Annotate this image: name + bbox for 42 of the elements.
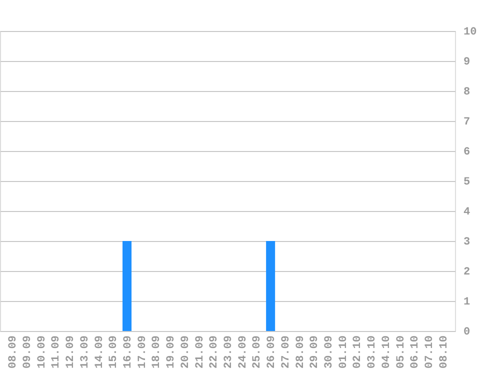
x-tick-label: 15.09 [108,336,120,369]
y-tick-label: 5 [464,176,470,188]
x-tick-label: 20.09 [180,336,192,369]
x-tick-label: 05.10 [395,336,408,369]
y-tick-label: 6 [464,146,470,158]
x-tick-label: 29.09 [309,336,322,369]
y-tick-label: 10 [464,26,477,38]
y-tick-label: 0 [464,326,470,338]
x-tick-label: 19.09 [166,336,178,369]
x-tick-label: 18.09 [151,336,164,369]
x-tick-label: 07.10 [424,336,436,369]
y-tick-label: 8 [464,86,470,98]
x-tick-label: 14.09 [94,336,106,369]
x-tick-label: 23.09 [223,336,235,369]
x-tick-label: 13.09 [79,336,92,369]
x-tick-label: 25.09 [252,336,264,369]
x-tick-label: 10.09 [36,336,48,369]
x-tick-label: 28.09 [294,336,307,369]
x-tick-label: 22.09 [208,336,221,369]
x-tick-label: 08.09 [8,336,20,369]
x-tick-label: 11.09 [50,336,63,369]
x-tick-label: 27.09 [280,336,292,369]
x-tick-label: 04.10 [380,336,393,369]
x-tick-label: 08.10 [438,336,450,369]
x-tick-label: 24.09 [237,336,250,369]
x-tick-label: 02.10 [352,336,364,369]
x-tick-label: 17.09 [136,336,149,369]
x-tick-label: 26.09 [266,336,278,369]
x-tick-label: 12.09 [65,336,78,369]
y-tick-label: 3 [464,236,470,248]
y-tick-label: 9 [464,56,470,68]
x-tick-label: 03.10 [366,336,379,369]
x-tick-label: 16.09 [122,336,135,369]
x-tick-label: 01.10 [338,336,350,369]
x-tick-label: 09.09 [22,336,34,369]
x-tick-label: 30.09 [323,336,336,369]
y-tick-label: 1 [464,296,470,308]
x-tick-label: 06.10 [410,336,422,369]
x-tick-label: 21.09 [194,336,206,369]
y-tick-label: 4 [464,206,470,218]
y-tick-label: 2 [464,266,470,278]
y-tick-label: 7 [464,116,470,128]
